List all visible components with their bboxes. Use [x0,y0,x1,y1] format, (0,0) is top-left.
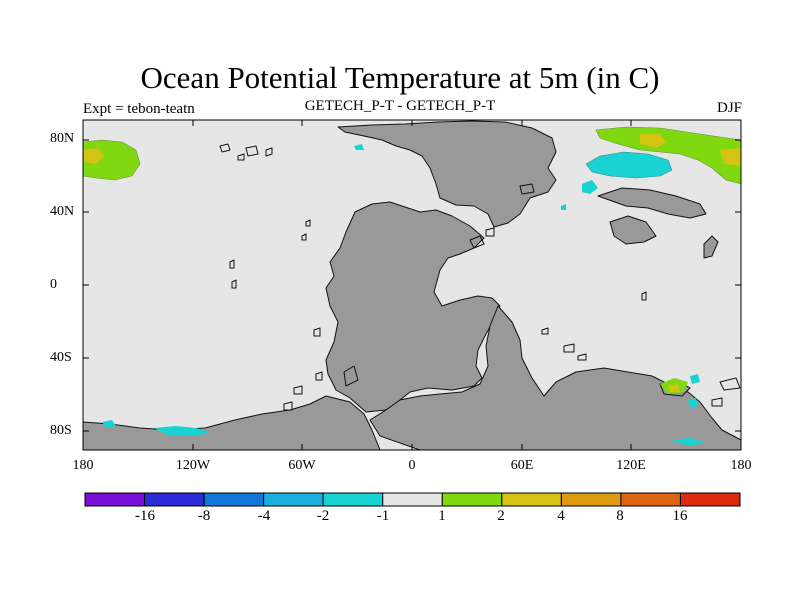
anomaly-positive-northeast [595,126,741,185]
land-island-east-2 [609,215,657,245]
anomaly-strong-positive-west [83,148,104,164]
colorbar-label: -8 [197,508,211,524]
colorbar-swatch [560,492,622,507]
lat-label-80s: 80S [50,423,72,438]
lon-label-180w: 180 [72,458,94,473]
colorbar-swatch [263,492,324,507]
land-southern-arm [369,305,741,450]
anomaly-strong-positive-northeast-2 [720,148,741,166]
colorbar-swatch [144,492,205,507]
lat-label-80n: 80N [50,131,75,146]
land-island-east-1 [597,187,707,219]
anomaly-negative-southeast-1 [690,374,700,384]
anomaly-negative-southwest-2 [154,426,210,436]
anomaly-negative-small-1 [582,180,598,194]
colorbar-label: 4 [557,508,565,524]
comparison-label: GETECH_P-T - GETECH_P-T [304,98,496,114]
colorbar-swatch [679,492,741,507]
lat-tick-marks [83,139,741,432]
colorbar-swatch [501,492,562,507]
lat-label-40s: 40S [50,350,72,365]
land-antarctic-margin [83,395,381,450]
lon-label-120w: 120W [175,458,211,473]
colorbar-swatch [441,492,503,507]
colorbar [84,492,741,507]
lon-label-120e: 120E [616,458,646,473]
anomaly-strong-positive-southeast [668,384,680,392]
map-title: Ocean Potential Temperature at 5m (in C) [140,60,660,95]
land-island-south [343,365,359,387]
anomaly-negative-small-3 [561,204,566,210]
lon-label-60e: 60E [510,458,534,473]
colorbar-swatch [382,492,443,507]
lon-label-60w: 60W [288,458,316,473]
colorbar-label: -1 [376,508,390,524]
lat-label-0: 0 [50,277,57,292]
anomaly-negative-southeast-3 [670,438,706,446]
lon-label-180e: 180 [730,458,752,473]
colorbar-label: 16 [672,508,688,524]
colorbar-label: -2 [316,508,330,524]
lon-label-0: 0 [408,458,416,473]
lat-label-40n: 40N [50,204,75,219]
colorbar-swatch [620,492,681,507]
colorbar-label: 8 [616,508,624,524]
season-label: DJF [716,100,742,116]
land-central-continent [325,201,501,413]
colorbar-swatch [84,492,146,507]
colorbar-swatch [203,492,265,507]
anomaly-negative-southwest-1 [102,420,116,428]
anomaly-strong-positive-northeast-1 [640,134,666,148]
anomaly-negative-small-2 [354,144,364,150]
land-northern-continent [337,120,557,228]
lon-tick-marks [192,120,632,450]
colorbar-label: 2 [497,508,505,524]
anomaly-negative-southeast-2 [688,398,698,408]
island-outlines [219,143,741,411]
colorbar-swatch [322,492,384,507]
colorbar-label: -16 [135,508,155,524]
colorbar-label: 1 [438,508,446,524]
experiment-label: Expt = tebon-teatn [83,101,195,117]
land-island-east-3 [703,235,719,259]
colorbar-label: -4 [257,508,271,524]
anomaly-negative-northeast [585,151,673,179]
